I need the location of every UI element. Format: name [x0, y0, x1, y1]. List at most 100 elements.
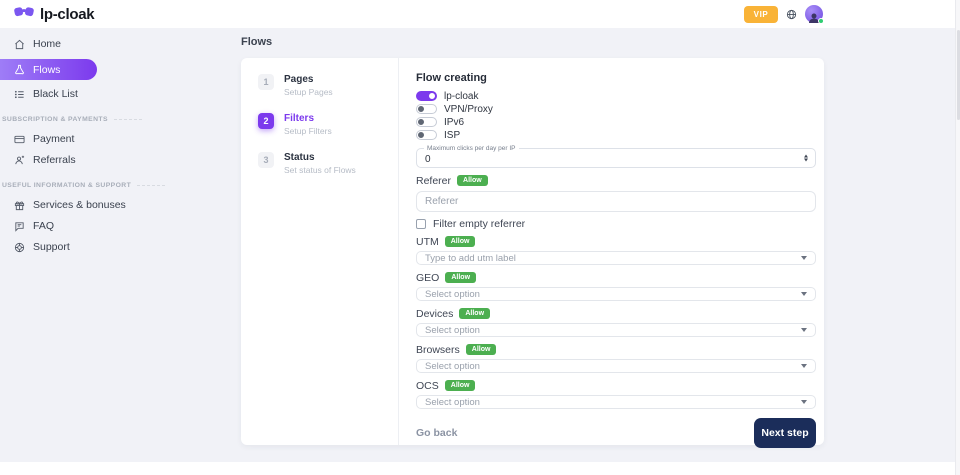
stepper: 1 Pages Setup Pages 2 Filters Setup Filt… [241, 58, 399, 445]
sidebar-item-label: Referrals [33, 154, 76, 166]
sidebar-item-label: Services & bonuses [33, 199, 126, 211]
online-dot [818, 18, 824, 24]
devices-select[interactable]: Select option [416, 323, 816, 337]
utm-allow-badge[interactable]: Allow [444, 236, 476, 247]
toggle-label: ISP [444, 129, 461, 141]
browsers-label-row: Browsers Allow [416, 343, 816, 356]
referer-allow-badge[interactable]: Allow [457, 175, 488, 186]
sidebar-item-label: Support [33, 241, 70, 253]
chevron-down-icon [801, 400, 807, 404]
geo-select[interactable]: Select option [416, 287, 816, 301]
go-back-button[interactable]: Go back [416, 427, 458, 439]
browsers-label: Browsers [416, 343, 460, 356]
scrollbar[interactable] [955, 0, 960, 475]
person-add-icon [14, 155, 25, 166]
devices-allow-badge[interactable]: Allow [459, 308, 491, 319]
utm-select[interactable]: Type to add utm label [416, 251, 816, 265]
sidebar-item-label: Black List [33, 88, 78, 100]
max-clicks-label: Maximum clicks per day per IP [424, 145, 519, 152]
toggle-row-isp[interactable]: ISP [416, 129, 816, 141]
sidebar-item-referrals[interactable]: Referrals [0, 150, 210, 170]
flow-card: 1 Pages Setup Pages 2 Filters Setup Filt… [241, 58, 824, 448]
step-subtitle: Set status of Flows [284, 165, 356, 175]
browsers-allow-badge[interactable]: Allow [465, 344, 497, 355]
max-clicks-field: Maximum clicks per day per IP [416, 145, 816, 169]
sidebar-item-flows[interactable]: Flows [0, 59, 97, 80]
number-stepper-icon[interactable] [804, 154, 808, 162]
toggle-label: VPN/Proxy [444, 103, 493, 115]
step-number: 1 [258, 74, 274, 90]
sidebar-item-home[interactable]: Home [0, 34, 210, 54]
vip-button[interactable]: VIP [744, 5, 778, 23]
step-status[interactable]: 3 Status Set status of Flows [258, 152, 398, 175]
chat-icon [14, 221, 25, 232]
ipv6-toggle[interactable] [416, 117, 437, 127]
form-title: Flow creating [416, 72, 487, 84]
select-placeholder: Select option [425, 324, 480, 336]
next-step-button[interactable]: Next step [754, 418, 816, 448]
referer-label-row: Referer Allow [416, 174, 816, 187]
toggle-label: lp-cloak [444, 90, 479, 102]
isp-toggle[interactable] [416, 130, 437, 140]
step-filters[interactable]: 2 Filters Setup Filters [258, 113, 398, 136]
sidebar-item-services-bonuses[interactable]: Services & bonuses [0, 195, 210, 215]
step-subtitle: Setup Filters [284, 126, 332, 136]
step-pages[interactable]: 1 Pages Setup Pages [258, 74, 398, 97]
sidebar-item-label: Payment [33, 133, 75, 145]
devices-label: Devices [416, 307, 454, 320]
toggle-row-vpn-proxy[interactable]: VPN/Proxy [416, 103, 816, 115]
globe-icon[interactable] [786, 9, 797, 20]
vpn-proxy-toggle[interactable] [416, 104, 437, 114]
sidebar-item-label: FAQ [33, 220, 55, 232]
sidebar-item-label: Home [33, 38, 62, 50]
lifebuoy-icon [14, 242, 25, 253]
toggle-row-ipv6[interactable]: IPv6 [416, 117, 816, 128]
geo-label-row: GEO Allow [416, 272, 816, 284]
select-placeholder: Select option [425, 288, 480, 300]
sidebar: Home Flows Black List SUBSCRIPTION & PAY… [0, 28, 210, 258]
geo-allow-badge[interactable]: Allow [445, 272, 477, 283]
lp-cloak-toggle[interactable] [416, 91, 437, 101]
step-subtitle: Setup Pages [284, 87, 333, 97]
max-clicks-input[interactable] [417, 150, 815, 169]
utm-label: UTM [416, 235, 439, 248]
step-title: Status [284, 152, 315, 163]
flows-icon [14, 64, 25, 75]
checkbox-label: Filter empty referrer [433, 217, 526, 230]
browsers-select[interactable]: Select option [416, 359, 816, 373]
gift-icon [14, 200, 25, 211]
chevron-down-icon [801, 256, 807, 260]
sidebar-item-black-list[interactable]: Black List [0, 84, 210, 104]
chevron-down-icon [801, 364, 807, 368]
divider [113, 119, 142, 120]
toggle-row-lp-cloak[interactable]: lp-cloak [416, 90, 816, 102]
main-content: Flows 1 Pages Setup Pages 2 Filters Setu… [210, 28, 824, 448]
sidebar-item-payment[interactable]: Payment [0, 129, 210, 149]
utm-label-row: UTM Allow [416, 235, 816, 248]
ocs-allow-badge[interactable]: Allow [444, 380, 476, 391]
select-placeholder: Type to add utm label [425, 252, 516, 264]
user-avatar[interactable] [805, 5, 824, 24]
sidebar-item-faq[interactable]: FAQ [0, 216, 210, 236]
filters-form: Flow creating lp-cloak VPN/Proxy IPv6 IS… [399, 58, 824, 448]
sidebar-section-header: SUBSCRIPTION & PAYMENTS [2, 116, 210, 123]
ocs-select[interactable]: Select option [416, 395, 816, 409]
mask-icon [14, 5, 34, 24]
page-title: Flows [241, 36, 273, 48]
list-icon [14, 89, 25, 100]
chevron-down-icon [801, 292, 807, 296]
step-title: Filters [284, 113, 315, 124]
referer-label: Referer [416, 174, 452, 187]
referer-input[interactable] [416, 191, 816, 212]
scrollbar-thumb[interactable] [956, 30, 960, 120]
ocs-label: OCS [416, 379, 439, 392]
app-logo[interactable]: lp-cloak [14, 5, 95, 24]
sidebar-section-header: USEFUL INFORMATION & SUPPORT [2, 182, 210, 189]
filter-empty-referrer-row[interactable]: Filter empty referrer [416, 217, 816, 230]
step-title: Pages [284, 74, 314, 85]
filter-empty-referrer-checkbox[interactable] [416, 218, 426, 229]
step-number: 2 [258, 113, 274, 129]
logo-text: lp-cloak [40, 5, 95, 23]
ocs-label-row: OCS Allow [416, 379, 816, 392]
sidebar-item-support[interactable]: Support [0, 237, 210, 257]
